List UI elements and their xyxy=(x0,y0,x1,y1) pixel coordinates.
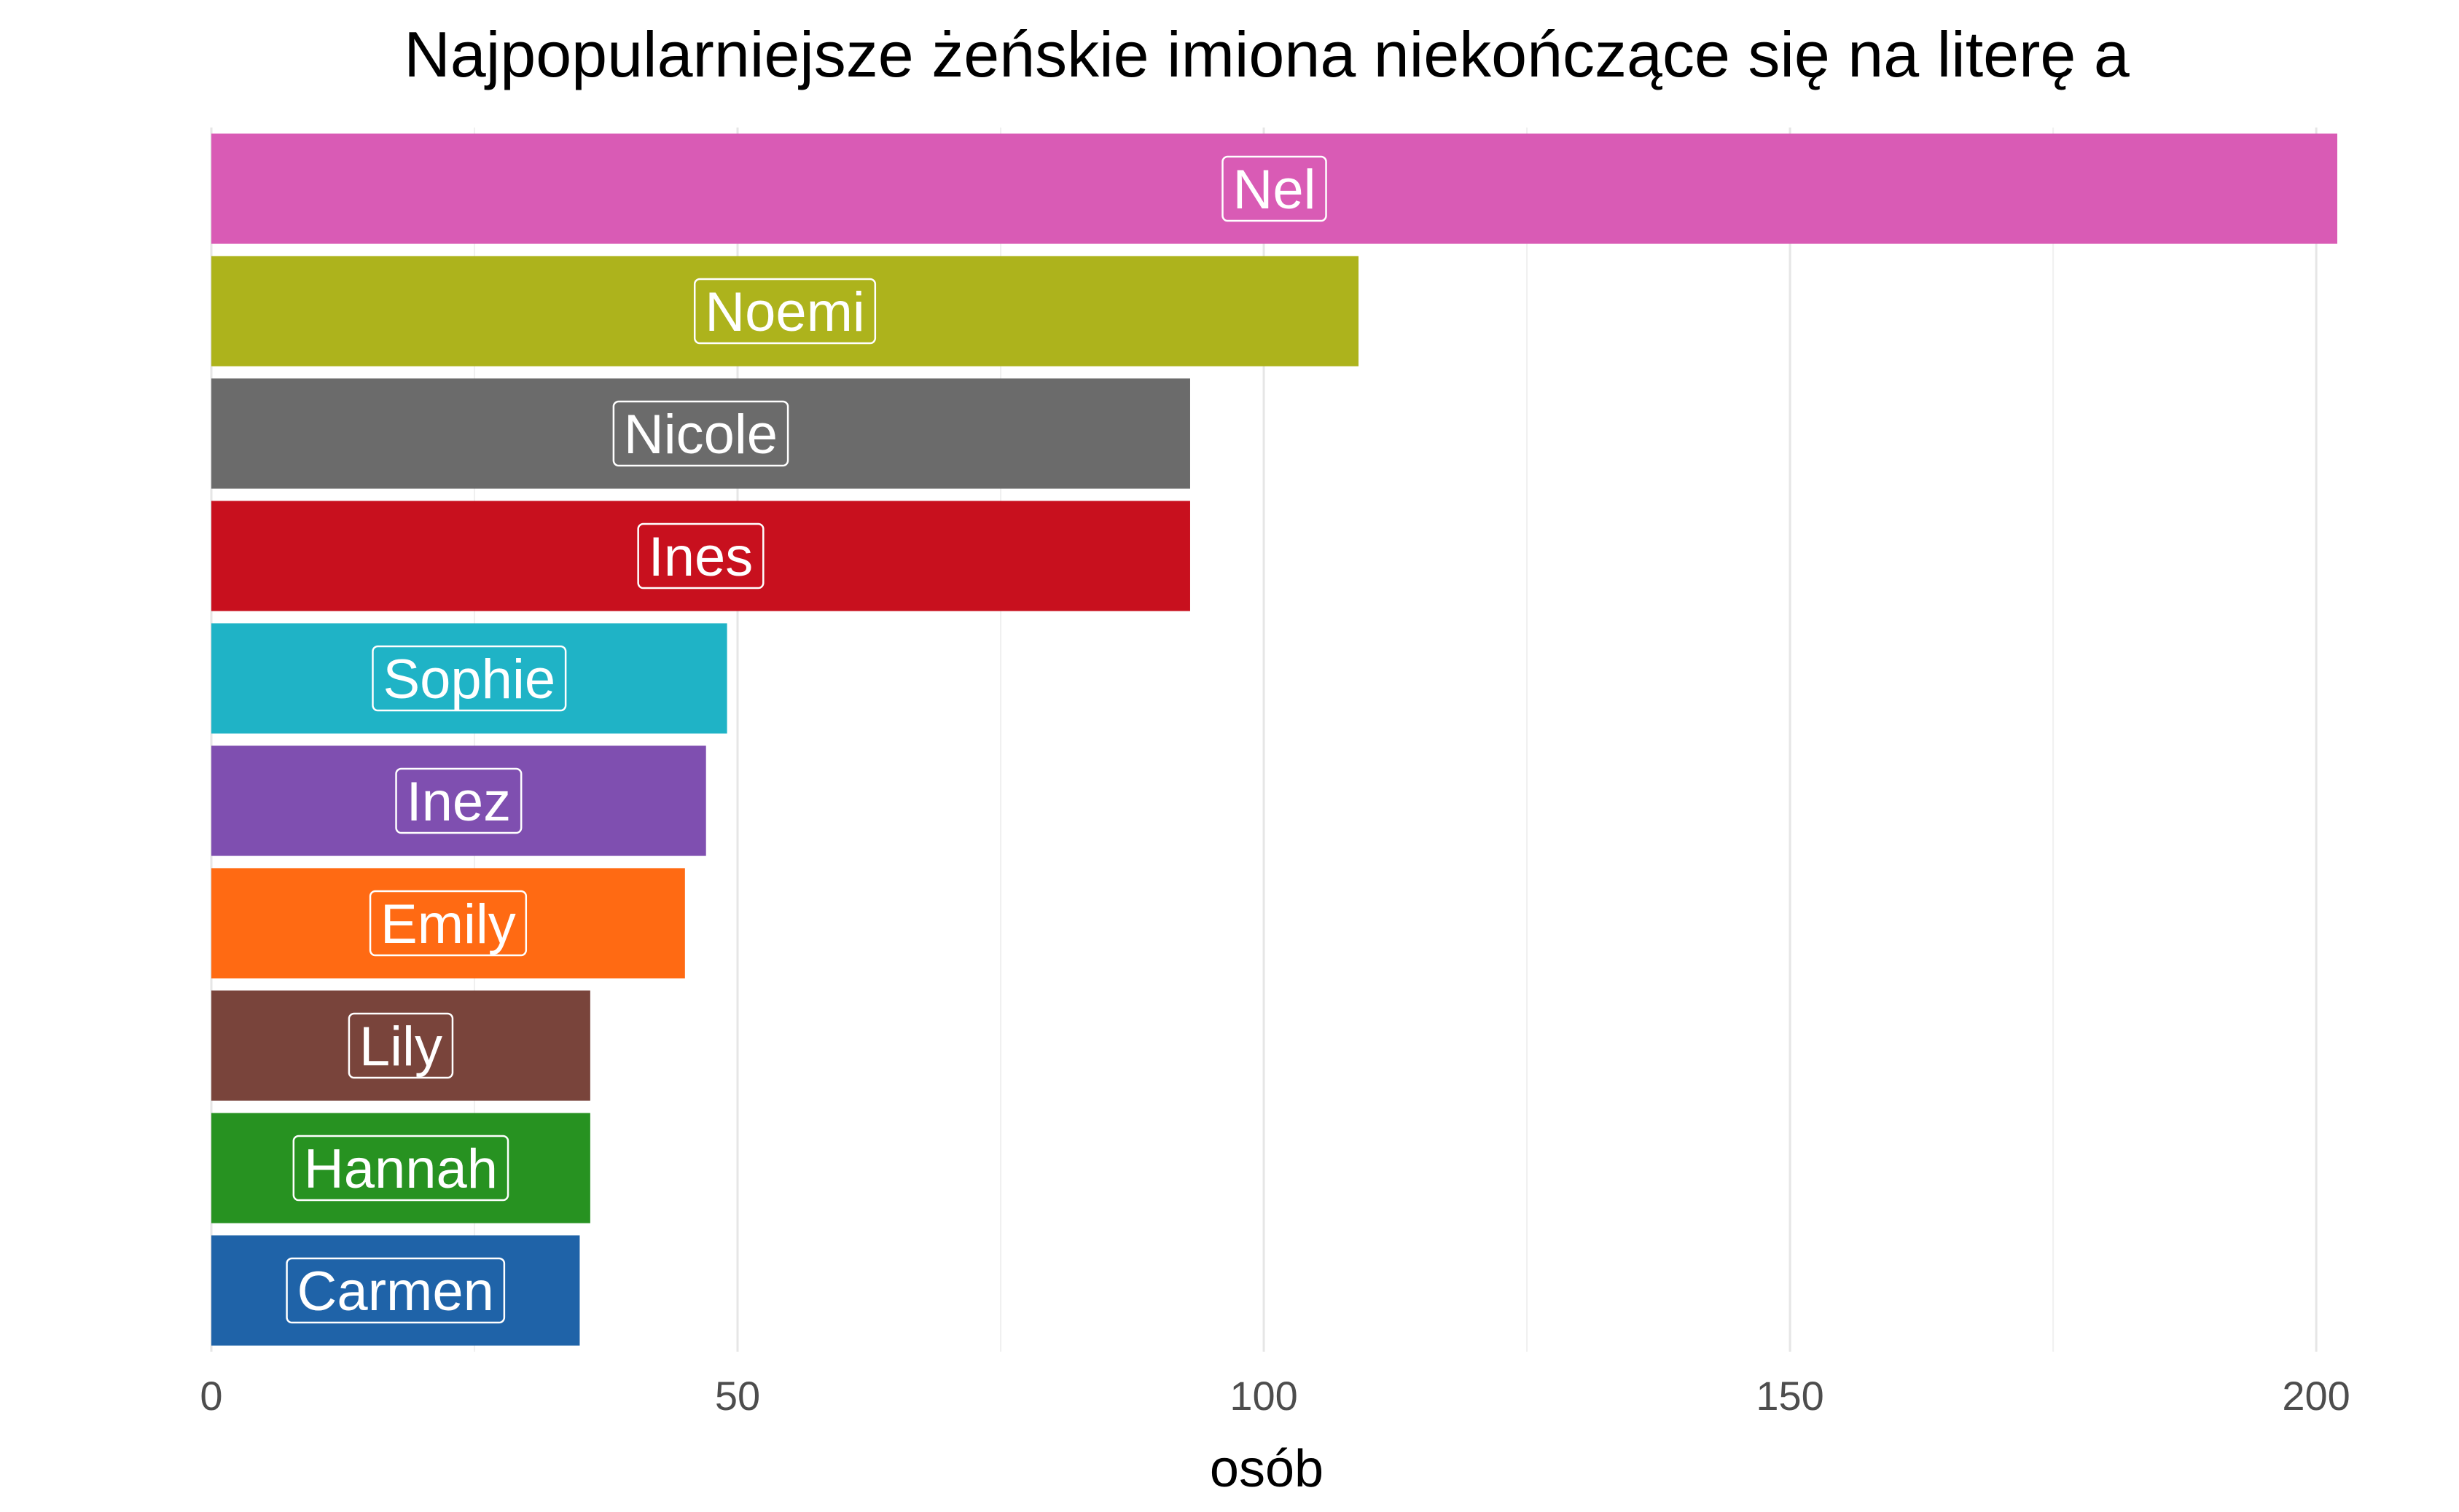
bar-label-lily: Lily xyxy=(359,1016,442,1078)
bar-hannah xyxy=(211,1113,590,1223)
x-axis-ticks: 0 50 100 150 200 xyxy=(200,1373,2350,1419)
bar-label-box xyxy=(1221,155,1327,222)
bar-label-emily: Emily xyxy=(380,893,516,955)
bar-lily xyxy=(211,990,590,1101)
bar-label-nicole: Nicole xyxy=(624,404,778,466)
bar-label-nel: Nel xyxy=(1232,159,1315,221)
bar-ines xyxy=(211,501,1190,611)
bar-label-hannah: Hannah xyxy=(304,1138,498,1200)
x-tick-label: 50 xyxy=(715,1373,760,1419)
bar-emily xyxy=(211,868,685,979)
bar-label-box xyxy=(286,1257,506,1324)
x-tick-label: 100 xyxy=(1230,1373,1297,1419)
bar-label-carmen: Carmen xyxy=(297,1261,494,1323)
bar-labels: Nel Noemi Nicole Ines Sophie Inez Emily Lily Han… xyxy=(286,155,1327,1324)
bar-label-box xyxy=(637,522,765,589)
bar-label-box xyxy=(612,400,789,467)
bar-label-box xyxy=(372,645,567,712)
bars xyxy=(211,133,2337,1346)
bar-label-box xyxy=(693,278,877,345)
bar-label-box xyxy=(395,767,523,834)
bar-label-box xyxy=(292,1135,509,1202)
bar-nicole xyxy=(211,378,1190,489)
x-axis-title: osób xyxy=(1210,1440,1324,1498)
bar-label-ines: Ines xyxy=(649,526,754,588)
bar-label-box xyxy=(348,1012,454,1079)
chart-title: Najpopularniejsze żeńskie imiona niekońc… xyxy=(404,18,2130,90)
x-tick-label: 0 xyxy=(200,1373,222,1419)
bar-noemi xyxy=(211,256,1359,367)
bar-label-box xyxy=(369,890,528,957)
bar-sophie xyxy=(211,623,727,734)
x-tick-label: 150 xyxy=(1756,1373,1823,1419)
bar-carmen xyxy=(211,1235,580,1346)
bar-inez xyxy=(211,745,706,856)
bar-label-inez: Inez xyxy=(407,771,512,833)
x-tick-label: 200 xyxy=(2282,1373,2350,1419)
bar-label-noemi: Noemi xyxy=(705,281,865,343)
bar-nel xyxy=(211,133,2337,244)
bar-label-sophie: Sophie xyxy=(383,649,555,710)
